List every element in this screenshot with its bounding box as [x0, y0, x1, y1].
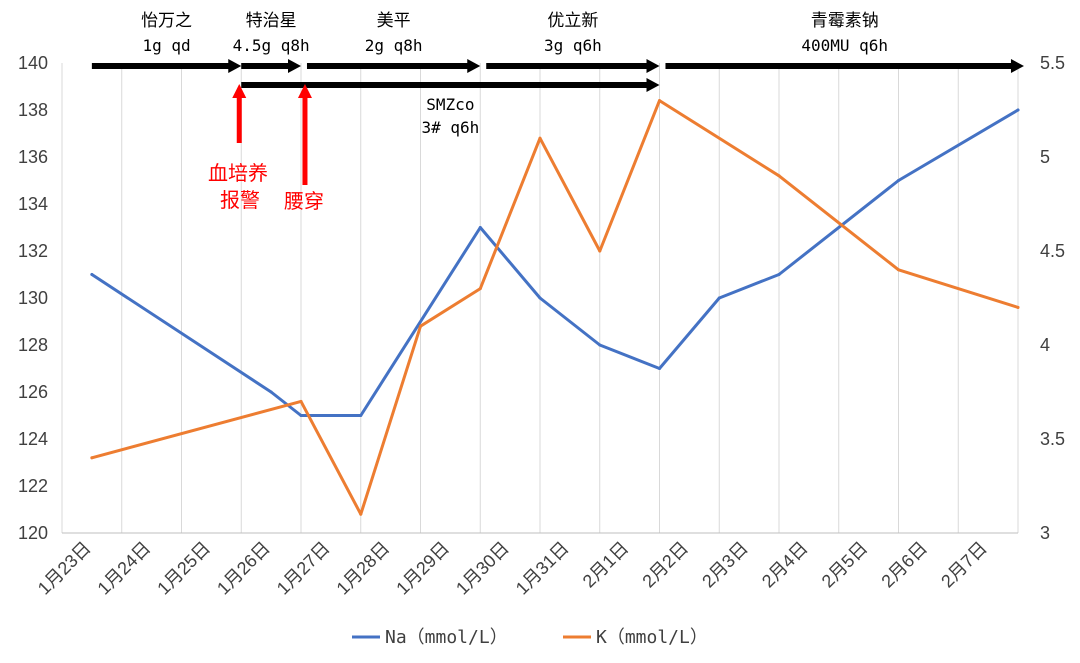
- y-right-tick-label: 3: [1040, 523, 1050, 543]
- y-right-tick-label: 4: [1040, 335, 1050, 355]
- y-right-tick-label: 4.5: [1040, 241, 1065, 261]
- medication-dose: 2g q8h: [365, 36, 423, 55]
- series-line: [90, 108, 1020, 417]
- series-point: [897, 268, 900, 272]
- event-marker: 腰穿: [284, 84, 324, 213]
- medication-dose: 3g q6h: [544, 36, 602, 55]
- series-point: [1016, 108, 1020, 112]
- medication-arrow-head: [228, 59, 242, 73]
- series-point: [90, 273, 94, 276]
- series-point: [658, 99, 661, 103]
- medication-name: SMZco: [426, 95, 474, 114]
- x-tick-label: 2月6日: [877, 538, 931, 592]
- x-tick-label: 1月31日: [512, 538, 573, 599]
- y-left-tick-label: 126: [18, 382, 48, 402]
- legend-label: K（mmol/L）: [596, 627, 708, 648]
- series-point: [359, 512, 363, 516]
- medication-name: 特治星: [246, 11, 297, 31]
- x-tick-label: 1月28日: [333, 538, 394, 599]
- x-tick-label: 1月23日: [34, 538, 95, 599]
- series-point: [359, 414, 363, 417]
- x-tick-label: 2月4日: [758, 538, 812, 592]
- x-tick-label: 1月24日: [94, 538, 155, 599]
- legend-entry: Na（mmol/L）: [352, 627, 508, 648]
- series-point: [538, 136, 542, 140]
- medication-dose: 3# q6h: [421, 118, 479, 137]
- medication-bar: 美平 2g q8h: [306, 11, 481, 73]
- event-label: 血培养: [208, 161, 268, 185]
- event-arrow-head: [297, 84, 312, 98]
- event-label: 腰穿: [284, 189, 324, 213]
- medication-bar: 优立新 3g q6h: [486, 11, 660, 73]
- y-left-tick-label: 134: [18, 194, 48, 214]
- medication-bar: SMZco 3# q6h: [241, 78, 660, 137]
- x-tick-label: 2月5日: [818, 538, 872, 592]
- series-point: [299, 399, 303, 403]
- y-left-tick-label: 124: [18, 429, 48, 449]
- x-tick-label: 2月1日: [579, 538, 633, 592]
- x-tick-label: 1月30日: [452, 538, 513, 599]
- medication-timeline: 怡万之 1g qd 特治星 4.5g q8h 美平 2g q8h 优立新 3g q6h 青霉素钠…: [91, 11, 1024, 137]
- x-tick-label: 1月25日: [153, 538, 214, 599]
- medication-bar: 特治星 4.5g q8h: [233, 11, 310, 73]
- y-left-tick-label: 140: [18, 53, 48, 73]
- y-left-tick-label: 138: [18, 100, 48, 120]
- medication-name: 青霉素钠: [811, 11, 879, 31]
- medication-bar: 怡万之 1g qd: [91, 11, 242, 73]
- event-label: 报警: [220, 188, 260, 212]
- medication-dose: 4.5g q8h: [233, 36, 310, 55]
- legend-label: Na（mmol/L）: [385, 627, 508, 648]
- medication-name: 优立新: [547, 11, 598, 31]
- series-point: [299, 414, 303, 417]
- medication-dose: 400MU q6h: [801, 36, 888, 55]
- medication-name: 美平: [377, 11, 411, 31]
- y-left-tick-label: 136: [18, 147, 48, 167]
- x-tick-label: 2月7日: [937, 538, 991, 592]
- series-point: [478, 226, 482, 229]
- medication-arrow-head: [467, 59, 481, 73]
- series-point: [538, 296, 542, 300]
- series-point: [717, 296, 721, 300]
- y-right-tick-label: 5.5: [1040, 53, 1065, 73]
- series-point: [478, 287, 482, 291]
- y-left-tick-label: 130: [18, 288, 48, 308]
- series-point: [419, 324, 422, 328]
- series-point: [90, 456, 94, 460]
- series-point: [777, 174, 781, 178]
- medication-arrow-head: [1010, 59, 1024, 73]
- x-tick-label: 2月2日: [638, 538, 692, 592]
- chart-axes: 120 122 124 126 128 130 132 134 136 138 140 3 3.5 4 4.…: [18, 53, 1065, 599]
- y-left-tick-label: 132: [18, 241, 48, 261]
- medication-arrow-head: [646, 78, 660, 92]
- x-tick-label: 2月3日: [698, 538, 752, 592]
- series-point: [777, 273, 781, 276]
- y-right-tick-label: 3.5: [1040, 429, 1065, 449]
- y-right-tick-label: 5: [1040, 147, 1050, 167]
- chart-legend: Na（mmol/L） K（mmol/L）: [352, 627, 708, 648]
- series-point: [598, 249, 602, 253]
- event-arrow-head: [232, 84, 247, 98]
- series-point: [1016, 305, 1020, 309]
- chart-gridlines: [61, 63, 1019, 533]
- medication-name: 怡万之: [141, 11, 192, 31]
- series-point: [897, 179, 900, 182]
- medication-dose: 1g qd: [142, 36, 190, 55]
- legend-entry: K（mmol/L）: [563, 627, 708, 648]
- medication-arrow-head: [288, 59, 301, 73]
- series-point: [658, 367, 661, 370]
- x-tick-label: 1月29日: [392, 538, 453, 599]
- x-tick-label: 1月26日: [213, 538, 274, 599]
- y-left-tick-label: 128: [18, 335, 48, 355]
- medication-bar: 青霉素钠 400MU q6h: [665, 11, 1024, 73]
- series-point: [598, 343, 602, 347]
- series-point: [269, 390, 273, 394]
- medication-arrow-head: [646, 59, 660, 73]
- x-tick-label: 1月27日: [273, 538, 334, 599]
- chart-series: [90, 99, 1020, 516]
- y-left-tick-label: 122: [18, 476, 48, 496]
- y-left-tick-label: 120: [18, 523, 48, 543]
